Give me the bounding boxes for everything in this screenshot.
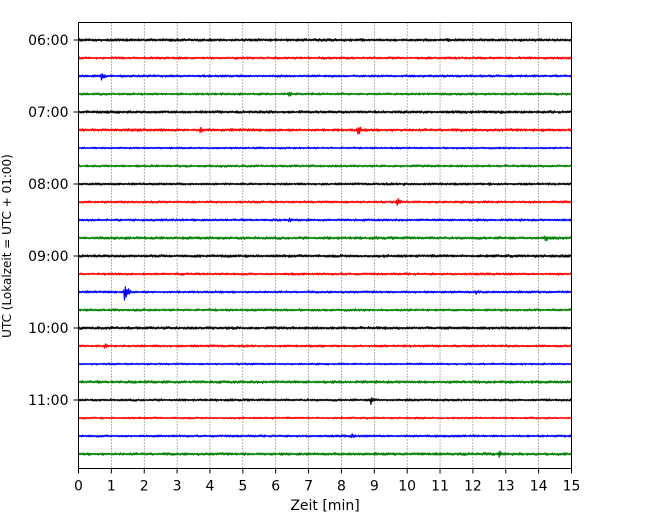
x-tick-label: 2 xyxy=(140,479,149,495)
x-tick-label: 15 xyxy=(563,479,581,495)
trace-0900 xyxy=(77,253,573,259)
trace-0600 xyxy=(77,37,572,43)
trace-0715 xyxy=(77,126,573,135)
y-tick-label: 09:00 xyxy=(28,249,68,265)
trace-1030 xyxy=(78,362,572,366)
trace-0815 xyxy=(78,198,573,206)
trace-0830 xyxy=(77,217,573,223)
trace-1115 xyxy=(78,416,573,420)
trace-0645 xyxy=(78,91,572,97)
trace-0730 xyxy=(78,146,572,150)
x-tick-label: 3 xyxy=(173,479,182,495)
x-tick-label: 7 xyxy=(304,479,313,495)
trace-0745 xyxy=(77,164,572,168)
x-tick-label: 9 xyxy=(370,479,379,495)
trace-1045 xyxy=(77,379,572,385)
trace-1145 xyxy=(77,450,573,458)
trace-0930 xyxy=(77,286,573,301)
x-tick-label: 14 xyxy=(530,479,548,495)
trace-0915 xyxy=(78,272,573,276)
y-tick-label: 11:00 xyxy=(28,393,68,409)
trace-1015 xyxy=(78,343,573,349)
x-tick-label: 11 xyxy=(431,479,449,495)
x-tick-label: 13 xyxy=(497,479,515,495)
trace-0615 xyxy=(77,56,572,60)
plot-frame xyxy=(78,22,572,469)
x-tick-label: 6 xyxy=(271,479,280,495)
trace-0945 xyxy=(77,308,573,312)
trace-0700 xyxy=(78,110,573,115)
x-axis-label: Zeit [min] xyxy=(290,498,359,514)
trace-1130 xyxy=(78,433,573,439)
x-axis: 0 1 2 3 4 5 6 7 8 9 10 11 12 13 14 15 xyxy=(74,468,581,495)
y-tick-label: 10:00 xyxy=(28,321,68,337)
trace-1100 xyxy=(77,397,573,405)
x-tick-label: 4 xyxy=(206,479,215,495)
y-axis-label: UTC (Lokalzeit = UTC + 01:00) xyxy=(0,154,14,338)
trace-0845 xyxy=(78,235,573,242)
x-tick-label: 8 xyxy=(337,479,346,495)
vertical-grid xyxy=(111,22,539,469)
y-axis: 06:00 07:00 08:00 09:00 10:00 11:00 xyxy=(28,33,79,409)
x-tick-label: 1 xyxy=(107,479,116,495)
trace-0630 xyxy=(78,73,573,81)
y-tick-label: 07:00 xyxy=(28,105,68,121)
x-tick-label: 10 xyxy=(398,479,416,495)
x-tick-label: 12 xyxy=(464,479,482,495)
trace-0800 xyxy=(77,182,573,187)
seismic-traces xyxy=(77,37,573,458)
y-tick-label: 06:00 xyxy=(28,33,68,49)
trace-1000 xyxy=(77,326,572,331)
x-tick-label: 5 xyxy=(238,479,247,495)
x-tick-label: 0 xyxy=(74,479,83,495)
y-tick-label: 08:00 xyxy=(28,177,68,193)
